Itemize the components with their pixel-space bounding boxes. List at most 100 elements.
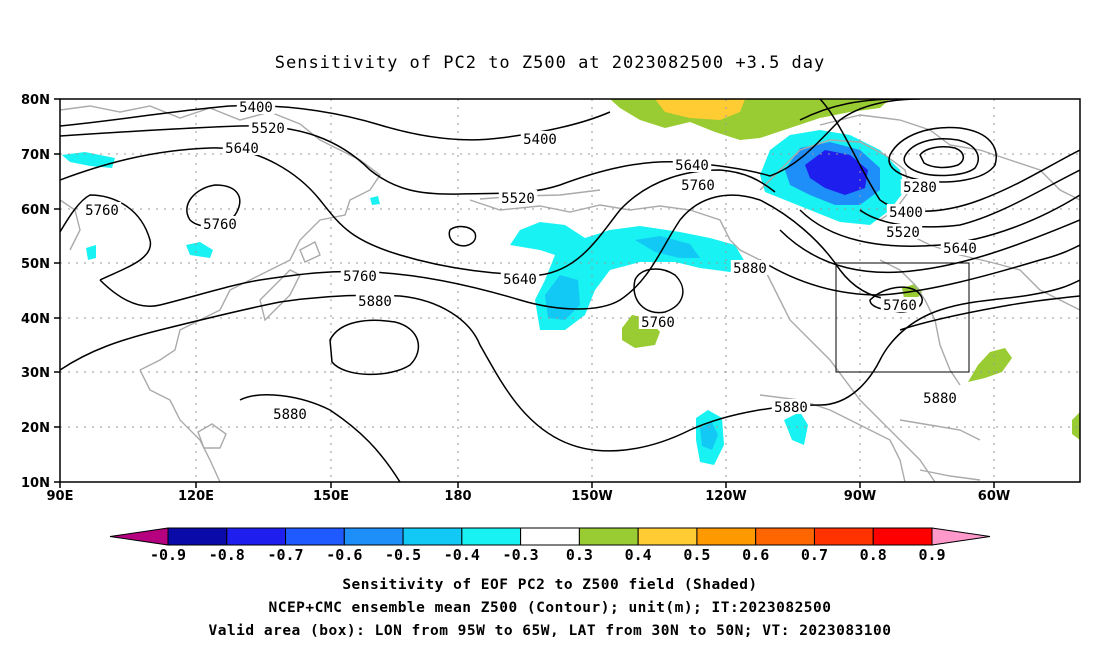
contour-label-bg — [900, 179, 940, 194]
contour-label-bg — [355, 293, 395, 308]
colorbar-swatch — [402, 527, 463, 546]
contour-label: 5400 — [889, 205, 923, 221]
negative-sensitivity-area-7 — [86, 245, 96, 260]
lat-label: 80N — [21, 93, 50, 108]
contour-label: 5760 — [85, 203, 119, 219]
colorbar-swatch — [226, 527, 287, 546]
caption-line-1: Sensitivity of EOF PC2 to Z500 field (Sh… — [342, 577, 757, 593]
contour-label-bg — [270, 406, 310, 421]
contour-label: 5520 — [251, 121, 285, 137]
colorbar-swatch — [578, 527, 639, 546]
colorbar-tick-label: 0.5 — [683, 546, 710, 564]
lat-label: 40N — [21, 312, 50, 327]
contour-label-bg — [920, 390, 960, 405]
contour-label-bg — [940, 240, 980, 255]
lon-label: 150E — [313, 489, 349, 504]
colorbar-swatch — [520, 527, 580, 546]
contour-label: 5640 — [503, 272, 537, 288]
contour-label-bg — [672, 157, 712, 172]
negative-sensitivity-area-11 — [370, 196, 380, 205]
contour-label: 5400 — [239, 100, 273, 116]
contour-label-bg — [236, 99, 276, 114]
colorbar-tick-label: -0.4 — [444, 546, 480, 564]
contour-label: 5880 — [733, 261, 767, 277]
lat-label: 50N — [21, 257, 50, 272]
lat-label: 10N — [21, 476, 50, 491]
contour-label-bg — [200, 216, 240, 231]
z500-contours — [60, 99, 1080, 482]
longitude-labels: 90E 120E 150E 180 150W 120W 90W 60W — [47, 489, 1011, 504]
lat-label: 30N — [21, 366, 50, 381]
colorbar-swatch — [167, 527, 228, 546]
colorbar-tick-label: -0.6 — [326, 546, 362, 564]
lat-label: 60N — [21, 203, 50, 218]
contour-label: 5760 — [883, 298, 917, 314]
positive-sensitivity-area-4 — [968, 348, 1012, 382]
positive-sensitivity-area-5 — [1072, 412, 1080, 440]
lat-label: 70N — [21, 148, 50, 163]
negative-sensitivity-area-5 — [62, 152, 115, 168]
contour-label-bg — [678, 177, 718, 192]
lat-label: 20N — [21, 421, 50, 436]
colorbar-swatch — [461, 527, 522, 546]
contour-label: 5400 — [523, 132, 557, 148]
colorbar-swatch — [755, 527, 815, 546]
lon-label: 120W — [705, 489, 746, 504]
contour-label: 5280 — [903, 180, 937, 196]
colorbar-low-triangle — [109, 527, 169, 546]
colorbar-swatch — [343, 527, 404, 546]
colorbar-tick-label: -0.8 — [209, 546, 245, 564]
colorbar-swatch — [872, 527, 933, 546]
contour-label-group: 5400 5520 5640 5760 5760 5400 5520 5640 5760 5640… — [82, 99, 980, 423]
lon-label: 60W — [978, 489, 1010, 504]
contour-label: 5640 — [225, 141, 259, 157]
sensitivity-shading — [62, 99, 1080, 465]
contour-label-bg — [880, 297, 920, 312]
lon-label: 120E — [178, 489, 214, 504]
contour-label-bg — [500, 271, 540, 286]
colorbar-swatch — [696, 527, 757, 546]
contour-label: 5880 — [273, 407, 307, 423]
valid-area-box — [835, 262, 970, 373]
colorbar-tick-label: 0.3 — [566, 546, 593, 564]
colorbar-swatch — [813, 527, 874, 546]
colorbar-swatch — [637, 527, 698, 546]
lon-label: 180 — [444, 489, 471, 504]
contour-label-bg — [520, 131, 560, 146]
colorbar-tick-label: -0.5 — [385, 546, 421, 564]
colorbar-tick-label: 0.8 — [860, 546, 887, 564]
colorbar-tick-label: -0.7 — [267, 546, 303, 564]
contour-label-bg — [248, 120, 288, 135]
negative-sensitivity-area-core — [805, 150, 868, 195]
negative-sensitivity-area-10 — [784, 412, 808, 445]
colorbar-tick-label: 0.9 — [918, 546, 945, 564]
contour-label: 5760 — [641, 315, 675, 331]
negative-sensitivity-area-9 — [700, 422, 718, 450]
negative-sensitivity-area-pacific — [510, 222, 745, 330]
contour-label: 5760 — [203, 217, 237, 233]
caption-line-2: NCEP+CMC ensemble mean Z500 (Contour); u… — [268, 600, 831, 616]
lon-label: 150W — [571, 489, 612, 504]
colorbar-tick-label: -0.9 — [150, 546, 186, 564]
figure-title: Sensitivity of PC2 to Z500 at 2023082500… — [275, 53, 826, 73]
contour-label: 5880 — [358, 294, 392, 310]
negative-sensitivity-area-pacific-tongue — [635, 236, 700, 258]
contour-label: 5520 — [886, 225, 920, 241]
colorbar-tick-label: -0.3 — [503, 546, 539, 564]
lon-label: 90E — [47, 489, 74, 504]
contour-label: 5880 — [923, 391, 957, 407]
contour-label-bg — [222, 140, 262, 155]
lon-label: 90W — [844, 489, 876, 504]
latitude-labels: 80N 70N 60N 50N 40N 30N 20N 10N — [21, 93, 50, 491]
colorbar-tick-label: 0.7 — [801, 546, 828, 564]
caption-line-3: Valid area (box): LON from 95W to 65W, L… — [208, 623, 891, 639]
colorbar-high-triangle — [931, 527, 991, 546]
map-panel: 5400 5520 5640 5760 5760 5400 5520 5640 5760 5640… — [21, 93, 1081, 504]
colorbar-tick-label: 0.6 — [742, 546, 769, 564]
colorbar: -0.9 -0.8 -0.7 -0.6 -0.5 -0.4 -0.3 0.3 0.4 0.5 0.6… — [109, 527, 991, 564]
contour-label: 5640 — [943, 241, 977, 257]
map-frame — [59, 98, 1081, 483]
contour-label-bg — [498, 190, 538, 205]
positive-sensitivity-area-strong — [655, 99, 745, 120]
